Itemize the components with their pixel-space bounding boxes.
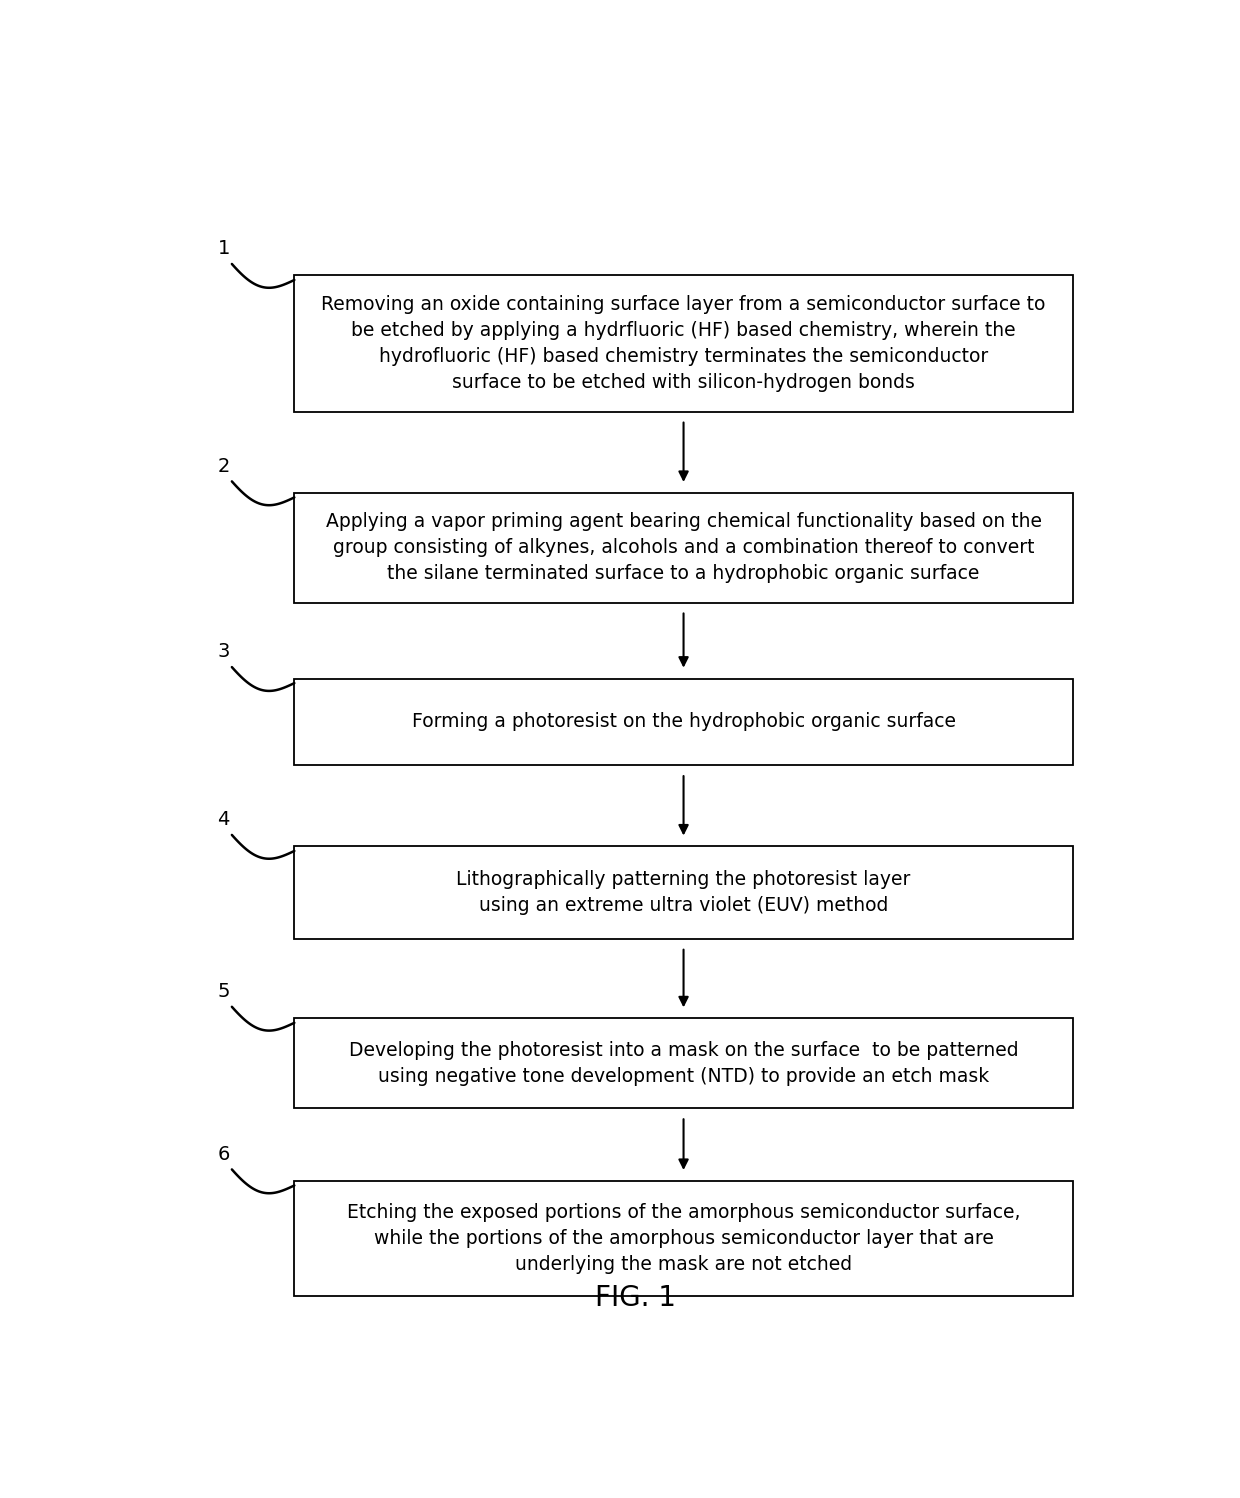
Text: FIG. 1: FIG. 1: [595, 1284, 676, 1312]
FancyBboxPatch shape: [294, 679, 1073, 765]
FancyBboxPatch shape: [294, 1019, 1073, 1109]
Text: 6: 6: [217, 1144, 229, 1164]
Text: 4: 4: [217, 810, 229, 830]
FancyBboxPatch shape: [294, 493, 1073, 602]
FancyBboxPatch shape: [294, 846, 1073, 939]
Text: Applying a vapor priming agent bearing chemical functionality based on the
group: Applying a vapor priming agent bearing c…: [326, 512, 1042, 583]
FancyBboxPatch shape: [294, 1180, 1073, 1296]
Text: Developing the photoresist into a mask on the surface  to be patterned
using neg: Developing the photoresist into a mask o…: [348, 1041, 1018, 1086]
Text: 2: 2: [217, 457, 229, 476]
Text: Etching the exposed portions of the amorphous semiconductor surface,
while the p: Etching the exposed portions of the amor…: [347, 1203, 1021, 1273]
FancyBboxPatch shape: [294, 276, 1073, 412]
Text: Lithographically patterning the photoresist layer
using an extreme ultra violet : Lithographically patterning the photores…: [456, 870, 910, 915]
Text: 1: 1: [217, 240, 229, 258]
Text: Forming a photoresist on the hydrophobic organic surface: Forming a photoresist on the hydrophobic…: [412, 713, 956, 731]
Text: Removing an oxide containing surface layer from a semiconductor surface to
be et: Removing an oxide containing surface lay…: [321, 295, 1045, 391]
Text: 5: 5: [217, 983, 229, 1001]
Text: 3: 3: [217, 643, 229, 661]
